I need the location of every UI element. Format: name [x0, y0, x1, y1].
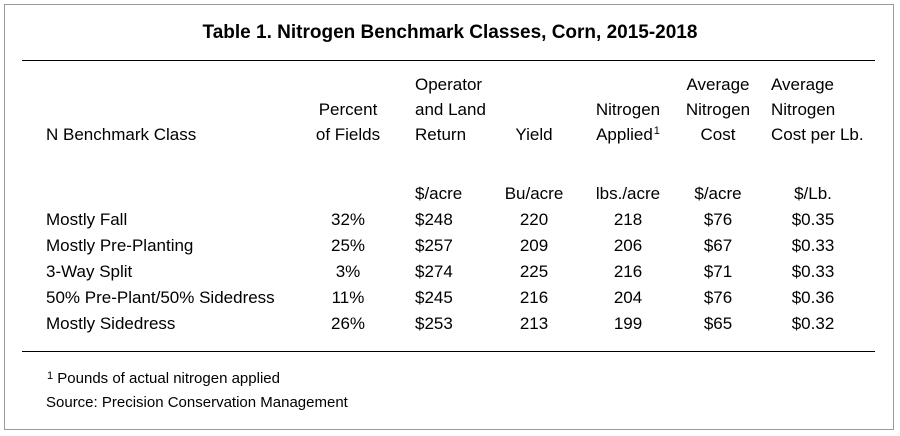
- row-class: Mostly Sidedress: [46, 314, 176, 333]
- row-class: Mostly Pre-Planting: [46, 236, 194, 255]
- row-cost: $67: [703, 236, 733, 255]
- header-average-nitrogen-cost: Average Nitrogen Cost: [685, 75, 751, 144]
- footnote-number: 1: [47, 370, 54, 382]
- footnote-text: Pounds of actual nitrogen applied: [53, 370, 280, 387]
- row-cost-per-lb: $0.33: [791, 236, 835, 255]
- table-title: Table 1. Nitrogen Benchmark Classes, Cor…: [202, 22, 698, 43]
- row-cost-per-lb: $0.32: [791, 314, 835, 333]
- header-average-cost-per-lb: Average Nitrogen Cost per Lb.: [771, 75, 864, 144]
- row-cost: $71: [703, 262, 733, 281]
- row-applied: 216: [613, 262, 643, 281]
- footnote-marker: 1: [653, 125, 660, 137]
- unit-cost-per-lb: $/Lb.: [794, 184, 832, 203]
- bottom-rule: [22, 351, 875, 352]
- row-yield: 213: [519, 314, 549, 333]
- row-percent: 11%: [331, 288, 365, 307]
- source-note: Source: Precision Conservation Managemen…: [46, 394, 348, 411]
- header-benchmark-class: N Benchmark Class: [46, 125, 197, 144]
- row-percent: 25%: [330, 236, 366, 255]
- top-rule: [22, 60, 875, 61]
- row-applied: 204: [613, 288, 643, 307]
- header-operator-land-return: Operator and Land Return: [415, 75, 486, 144]
- unit-return: $/acre: [415, 184, 463, 203]
- row-return: $274: [415, 262, 453, 281]
- row-applied: 218: [613, 210, 643, 229]
- row-applied: 199: [613, 314, 643, 333]
- table-frame: [4, 4, 894, 430]
- row-cost-per-lb: $0.35: [791, 210, 835, 229]
- row-cost-per-lb: $0.33: [791, 262, 835, 281]
- row-return: $257: [415, 236, 453, 255]
- unit-cost: $/acre: [694, 184, 742, 203]
- header-percent-of-fields: Percent of Fields: [315, 100, 381, 144]
- row-percent: 32%: [330, 210, 366, 229]
- row-percent: 3%: [335, 262, 361, 281]
- row-yield: 225: [519, 262, 549, 281]
- row-cost: $65: [703, 314, 733, 333]
- unit-yield: Bu/acre: [504, 184, 564, 203]
- row-yield: 209: [519, 236, 549, 255]
- row-cost-per-lb: $0.36: [791, 288, 835, 307]
- unit-applied: lbs./acre: [595, 184, 661, 203]
- row-yield: 216: [519, 288, 549, 307]
- row-cost: $76: [703, 288, 733, 307]
- row-class: 3-Way Split: [46, 262, 133, 281]
- header-nitrogen-applied: Nitrogen Applied1: [595, 100, 661, 144]
- row-class: 50% Pre-Plant/50% Sidedress: [46, 288, 275, 307]
- row-cost: $76: [703, 210, 733, 229]
- row-applied: 206: [613, 236, 643, 255]
- row-percent: 26%: [330, 314, 366, 333]
- row-return: $253: [415, 314, 453, 333]
- footnote: 1 Pounds of actual nitrogen applied: [46, 368, 280, 390]
- row-class: Mostly Fall: [46, 210, 128, 229]
- row-return: $245: [415, 288, 453, 307]
- header-yield: Yield: [515, 125, 553, 144]
- row-yield: 220: [519, 210, 549, 229]
- row-return: $248: [415, 210, 453, 229]
